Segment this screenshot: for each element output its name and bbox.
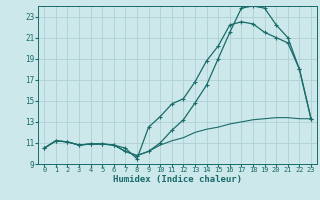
X-axis label: Humidex (Indice chaleur): Humidex (Indice chaleur) bbox=[113, 175, 242, 184]
